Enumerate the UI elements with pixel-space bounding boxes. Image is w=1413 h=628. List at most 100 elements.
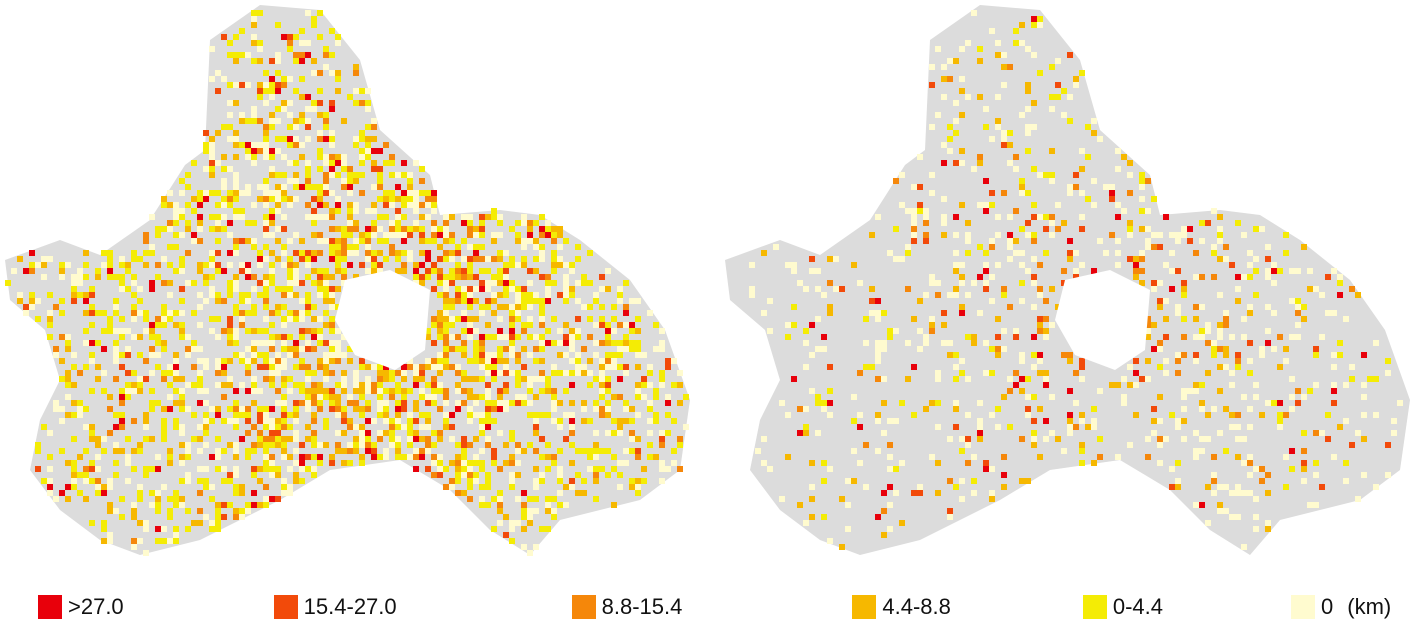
cell	[323, 52, 329, 58]
cell	[233, 196, 239, 202]
cell	[131, 508, 137, 514]
cell	[485, 268, 491, 274]
cell	[197, 436, 203, 442]
cell	[539, 274, 545, 280]
cell	[515, 298, 521, 304]
cell	[149, 370, 155, 376]
cell	[425, 466, 431, 472]
cell	[1235, 514, 1241, 520]
cell	[533, 292, 539, 298]
cell	[869, 286, 875, 292]
cell	[101, 388, 107, 394]
cell	[953, 286, 959, 292]
cell	[461, 490, 467, 496]
cell	[1001, 64, 1007, 70]
cell	[1097, 454, 1103, 460]
cell	[611, 394, 617, 400]
cell	[263, 124, 269, 130]
cell	[1247, 304, 1253, 310]
cell	[365, 154, 371, 160]
cell	[29, 298, 35, 304]
cell	[965, 460, 971, 466]
cell	[1319, 334, 1325, 340]
cell	[533, 508, 539, 514]
cell	[407, 442, 413, 448]
cell	[1331, 268, 1337, 274]
cell	[467, 418, 473, 424]
cell	[293, 268, 299, 274]
cell	[359, 388, 365, 394]
cell	[269, 280, 275, 286]
cell	[557, 370, 563, 376]
cell	[1301, 448, 1307, 454]
cell	[485, 394, 491, 400]
cell	[497, 214, 503, 220]
cell	[599, 358, 605, 364]
cell	[317, 250, 323, 256]
cell	[269, 376, 275, 382]
cell	[881, 532, 887, 538]
cell	[1001, 286, 1007, 292]
cell	[401, 268, 407, 274]
cell	[995, 334, 1001, 340]
cell	[1037, 352, 1043, 358]
cell	[353, 388, 359, 394]
cell	[431, 232, 437, 238]
cell	[503, 400, 509, 406]
cell	[107, 268, 113, 274]
cell	[359, 454, 365, 460]
cell	[533, 418, 539, 424]
cell	[419, 280, 425, 286]
cell	[1241, 490, 1247, 496]
cell	[275, 52, 281, 58]
cell	[191, 310, 197, 316]
cell	[827, 364, 833, 370]
cell	[473, 400, 479, 406]
cell	[431, 382, 437, 388]
cell	[509, 316, 515, 322]
cell	[1031, 442, 1037, 448]
cell	[1169, 286, 1175, 292]
cell	[359, 172, 365, 178]
cell	[1211, 274, 1217, 280]
cell	[563, 502, 569, 508]
cell	[473, 274, 479, 280]
cell	[275, 190, 281, 196]
cell	[437, 316, 443, 322]
cell	[263, 226, 269, 232]
cell	[173, 202, 179, 208]
cell	[149, 400, 155, 406]
cell	[509, 526, 515, 532]
cell	[257, 82, 263, 88]
cell	[209, 154, 215, 160]
cell	[245, 52, 251, 58]
cell	[479, 418, 485, 424]
cell	[677, 466, 683, 472]
cell	[293, 280, 299, 286]
cell	[371, 268, 377, 274]
cell	[209, 190, 215, 196]
cell	[311, 208, 317, 214]
cell	[563, 322, 569, 328]
cell	[755, 448, 761, 454]
cell	[863, 364, 869, 370]
cell	[173, 310, 179, 316]
cell	[545, 274, 551, 280]
cell	[71, 286, 77, 292]
cell	[275, 196, 281, 202]
cell	[239, 436, 245, 442]
cell	[533, 298, 539, 304]
cell	[887, 454, 893, 460]
cell	[1031, 202, 1037, 208]
cell	[1001, 292, 1007, 298]
cell	[179, 478, 185, 484]
cell	[371, 160, 377, 166]
cell	[83, 364, 89, 370]
cell	[431, 286, 437, 292]
cell	[95, 484, 101, 490]
cell	[983, 460, 989, 466]
cell	[923, 292, 929, 298]
cell	[227, 220, 233, 226]
cell	[461, 292, 467, 298]
cell	[1121, 400, 1127, 406]
